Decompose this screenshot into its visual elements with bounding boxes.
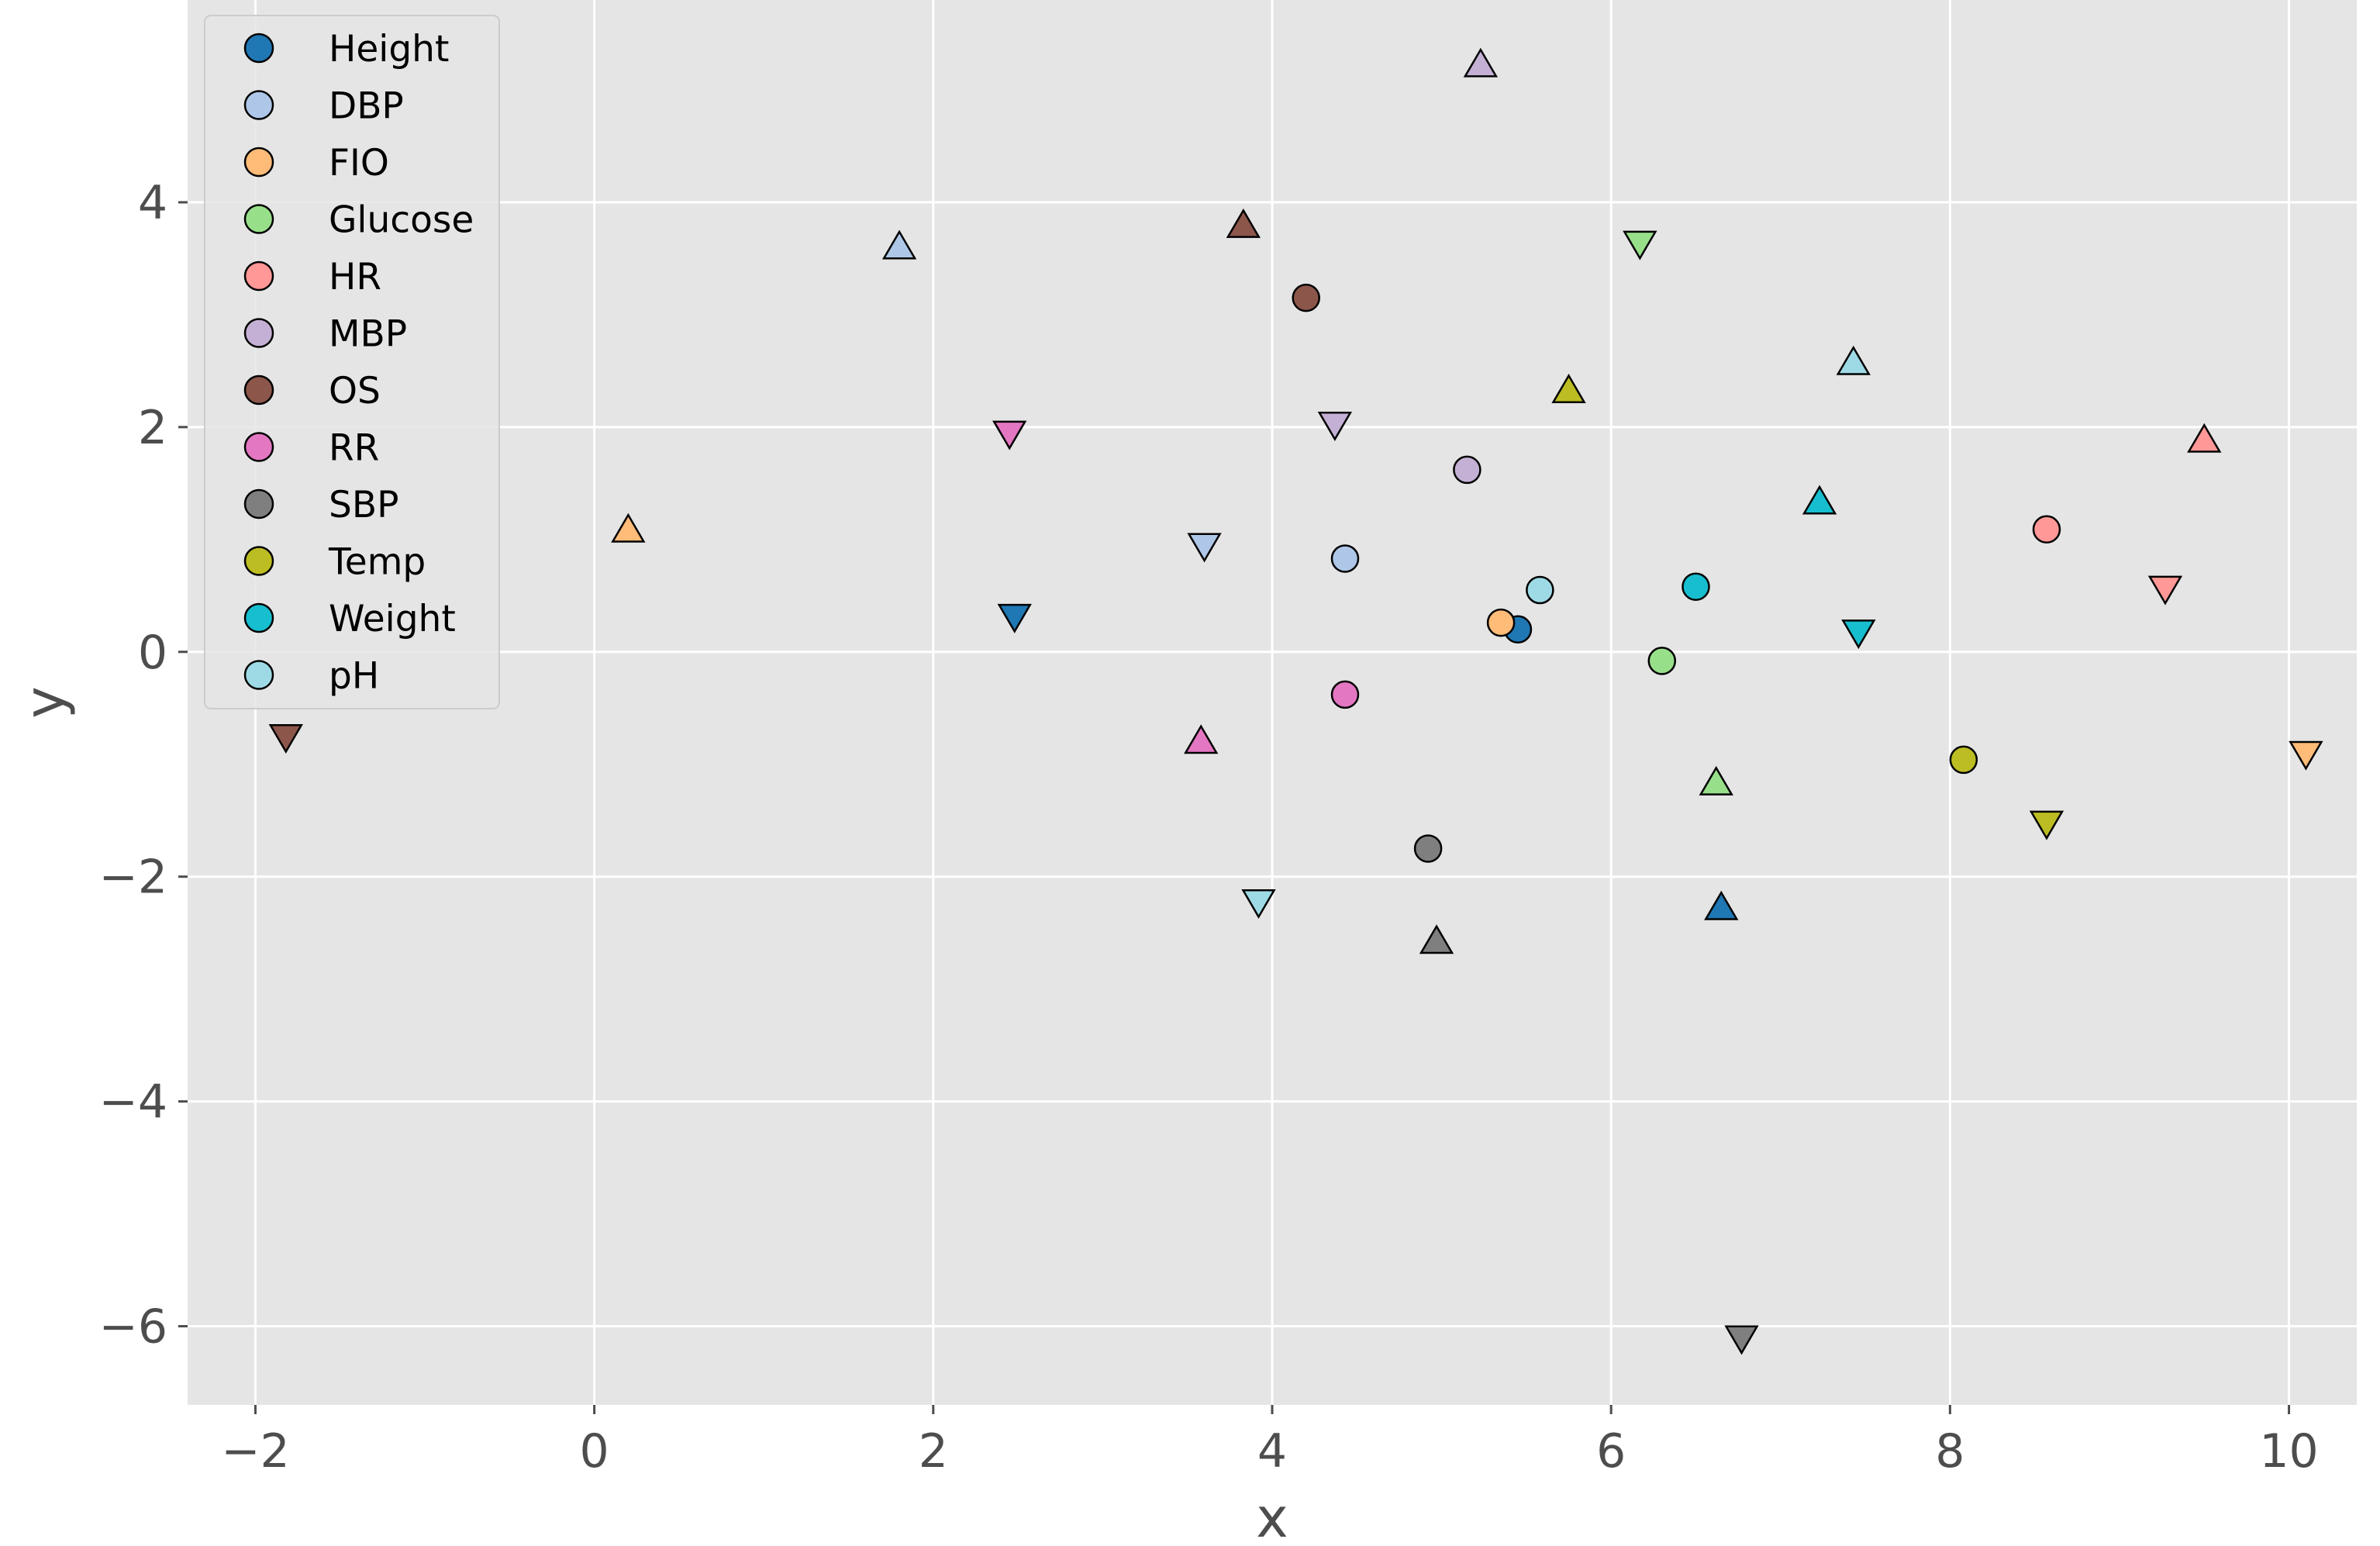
data-point-glucose-triangle-up xyxy=(1699,765,1733,795)
data-point-glucose-triangle-down xyxy=(1623,230,1657,261)
legend-label: Temp xyxy=(328,541,426,584)
data-point-height-triangle-down xyxy=(997,603,1032,633)
data-point-height-triangle-up xyxy=(1704,890,1739,920)
legend-label: RR xyxy=(329,427,379,470)
legend-marker-dbp xyxy=(243,90,274,120)
data-point-sbp-triangle-up xyxy=(1419,924,1454,954)
data-point-temp-circle xyxy=(1949,745,1978,775)
legend-marker-glucose xyxy=(243,204,274,234)
data-point-dbp-triangle-down xyxy=(1187,533,1222,563)
axis-ticks: −2 0 2 4 6 8 10 −6 −4 −2 0 2 4 xyxy=(99,176,2319,1479)
x-tick-label: 4 xyxy=(1257,1424,1287,1479)
legend-marker-weight xyxy=(243,602,274,633)
legend-label: pH xyxy=(329,655,379,698)
legend-marker-height xyxy=(243,33,274,64)
x-tick-label: 2 xyxy=(919,1424,948,1479)
data-point-hr-triangle-down xyxy=(2147,575,2183,606)
legend-label: FIO xyxy=(329,142,389,185)
y-axis-label: y xyxy=(13,686,77,718)
y-tick-label: −4 xyxy=(99,1075,167,1130)
data-point-rr-triangle-up xyxy=(1184,724,1219,754)
y-tick-label: 2 xyxy=(138,401,167,455)
x-tick-label: 10 xyxy=(2259,1424,2318,1479)
data-point-sbp-circle xyxy=(1413,834,1443,863)
data-point-weight-circle xyxy=(1682,572,1710,601)
data-point-ph-circle xyxy=(1526,575,1554,605)
legend-marker-sbp xyxy=(243,488,274,519)
data-point-fio-triangle-down xyxy=(2289,740,2323,771)
data-point-glucose-circle xyxy=(1647,647,1677,675)
data-point-fio-circle xyxy=(1486,608,1516,637)
legend-label: Height xyxy=(329,28,449,71)
legend-box xyxy=(204,15,500,709)
data-point-temp-triangle-up xyxy=(1551,373,1586,403)
data-point-os-triangle-up xyxy=(1226,208,1261,238)
x-tick-label: −2 xyxy=(221,1424,289,1479)
legend-label: Glucose xyxy=(329,199,474,242)
x-axis-label: x xyxy=(1256,1486,1288,1546)
data-point-mbp-triangle-up xyxy=(1463,47,1499,78)
legend-label: HR xyxy=(329,256,381,299)
legend-marker-fio xyxy=(243,147,274,178)
legend-marker-ph xyxy=(243,660,274,690)
y-tick-label: −2 xyxy=(99,851,167,905)
y-tick-label: 4 xyxy=(138,176,167,230)
legend-marker-mbp xyxy=(243,318,274,348)
y-tick-label: 0 xyxy=(138,626,167,680)
data-point-mbp-triangle-down xyxy=(1317,411,1353,441)
legend-marker-os xyxy=(243,374,274,405)
legend-marker-temp xyxy=(243,546,274,576)
legend-label: SBP xyxy=(329,484,398,526)
x-tick-label: 0 xyxy=(580,1424,609,1479)
data-point-rr-triangle-down xyxy=(992,420,1027,450)
data-point-dbp-triangle-up xyxy=(881,229,917,260)
legend-label: MBP xyxy=(329,313,407,356)
x-tick-label: 6 xyxy=(1596,1424,1626,1479)
data-point-sbp-triangle-down xyxy=(1724,1325,1759,1355)
legend-label: DBP xyxy=(329,85,404,128)
data-point-mbp-circle xyxy=(1453,455,1481,485)
data-point-hr-circle xyxy=(2032,515,2061,544)
data-points xyxy=(268,47,2323,1355)
legend: Height DBP FIO Glucose HR MBP OS RR SBP Temp Weigh… xyxy=(204,15,500,709)
y-tick-label: −6 xyxy=(99,1300,167,1354)
data-point-os-triangle-down xyxy=(268,723,303,754)
data-point-hr-triangle-up xyxy=(2187,423,2222,453)
legend-marker-rr xyxy=(243,432,274,462)
legend-label: Weight xyxy=(329,598,456,640)
data-point-weight-triangle-up xyxy=(1802,485,1837,515)
legend-label: OS xyxy=(329,370,381,412)
data-point-rr-circle xyxy=(1330,680,1360,709)
legend-marker-hr xyxy=(243,261,274,292)
data-point-temp-triangle-down xyxy=(2029,810,2064,840)
x-tick-label: 8 xyxy=(1935,1424,1964,1479)
data-point-fio-triangle-up xyxy=(611,512,646,543)
data-point-ph-triangle-up xyxy=(1836,345,1871,375)
data-point-ph-triangle-down xyxy=(1241,889,1276,920)
data-point-os-circle xyxy=(1292,283,1320,312)
grid xyxy=(188,0,2357,1405)
data-point-weight-triangle-down xyxy=(1841,619,1876,650)
data-point-dbp-circle xyxy=(1330,544,1360,573)
